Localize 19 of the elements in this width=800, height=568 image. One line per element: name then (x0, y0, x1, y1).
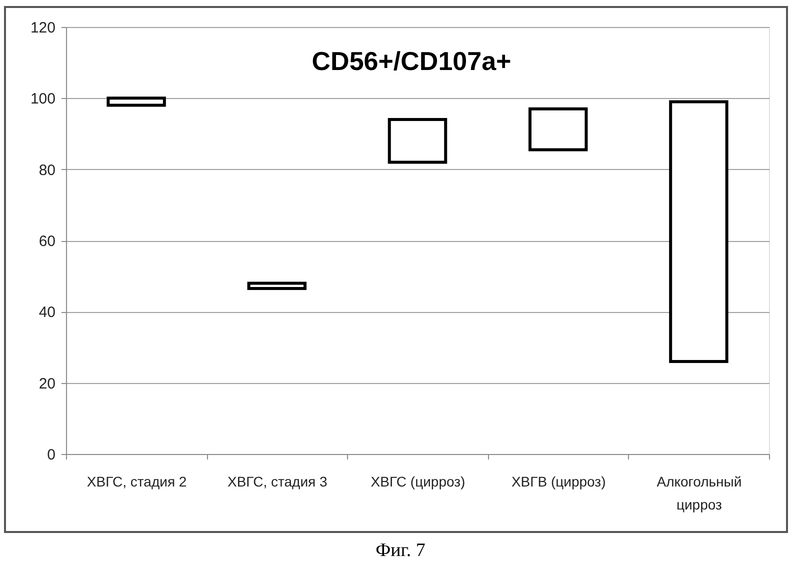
bar (106, 96, 166, 107)
bar (388, 118, 448, 164)
text: CD56+/CD107a+ (312, 46, 512, 76)
text: Фиг. 7 (376, 540, 426, 561)
bar (669, 100, 728, 363)
x-tick-label: ХВГС (цирроз) (370, 474, 466, 490)
x-tick-label: ХВГВ (цирроз) (511, 474, 606, 490)
y-tick-label: 0 (47, 446, 56, 464)
x-tick-label: ХВГС, стадия 2 (86, 474, 187, 490)
y-tick-label: 80 (38, 162, 56, 179)
x-tick-label: ХВГС, стадия 3 (227, 474, 328, 490)
y-tick-label: 100 (30, 90, 56, 108)
x-tick-label: Алкогольный цирроз (656, 474, 742, 512)
y-tick-label: 20 (38, 375, 56, 392)
y-tick-label: 60 (38, 233, 56, 250)
bar (528, 107, 588, 152)
bar (247, 282, 307, 290)
y-tick-label: 40 (38, 304, 56, 322)
y-tick-label: 120 (30, 20, 56, 36)
